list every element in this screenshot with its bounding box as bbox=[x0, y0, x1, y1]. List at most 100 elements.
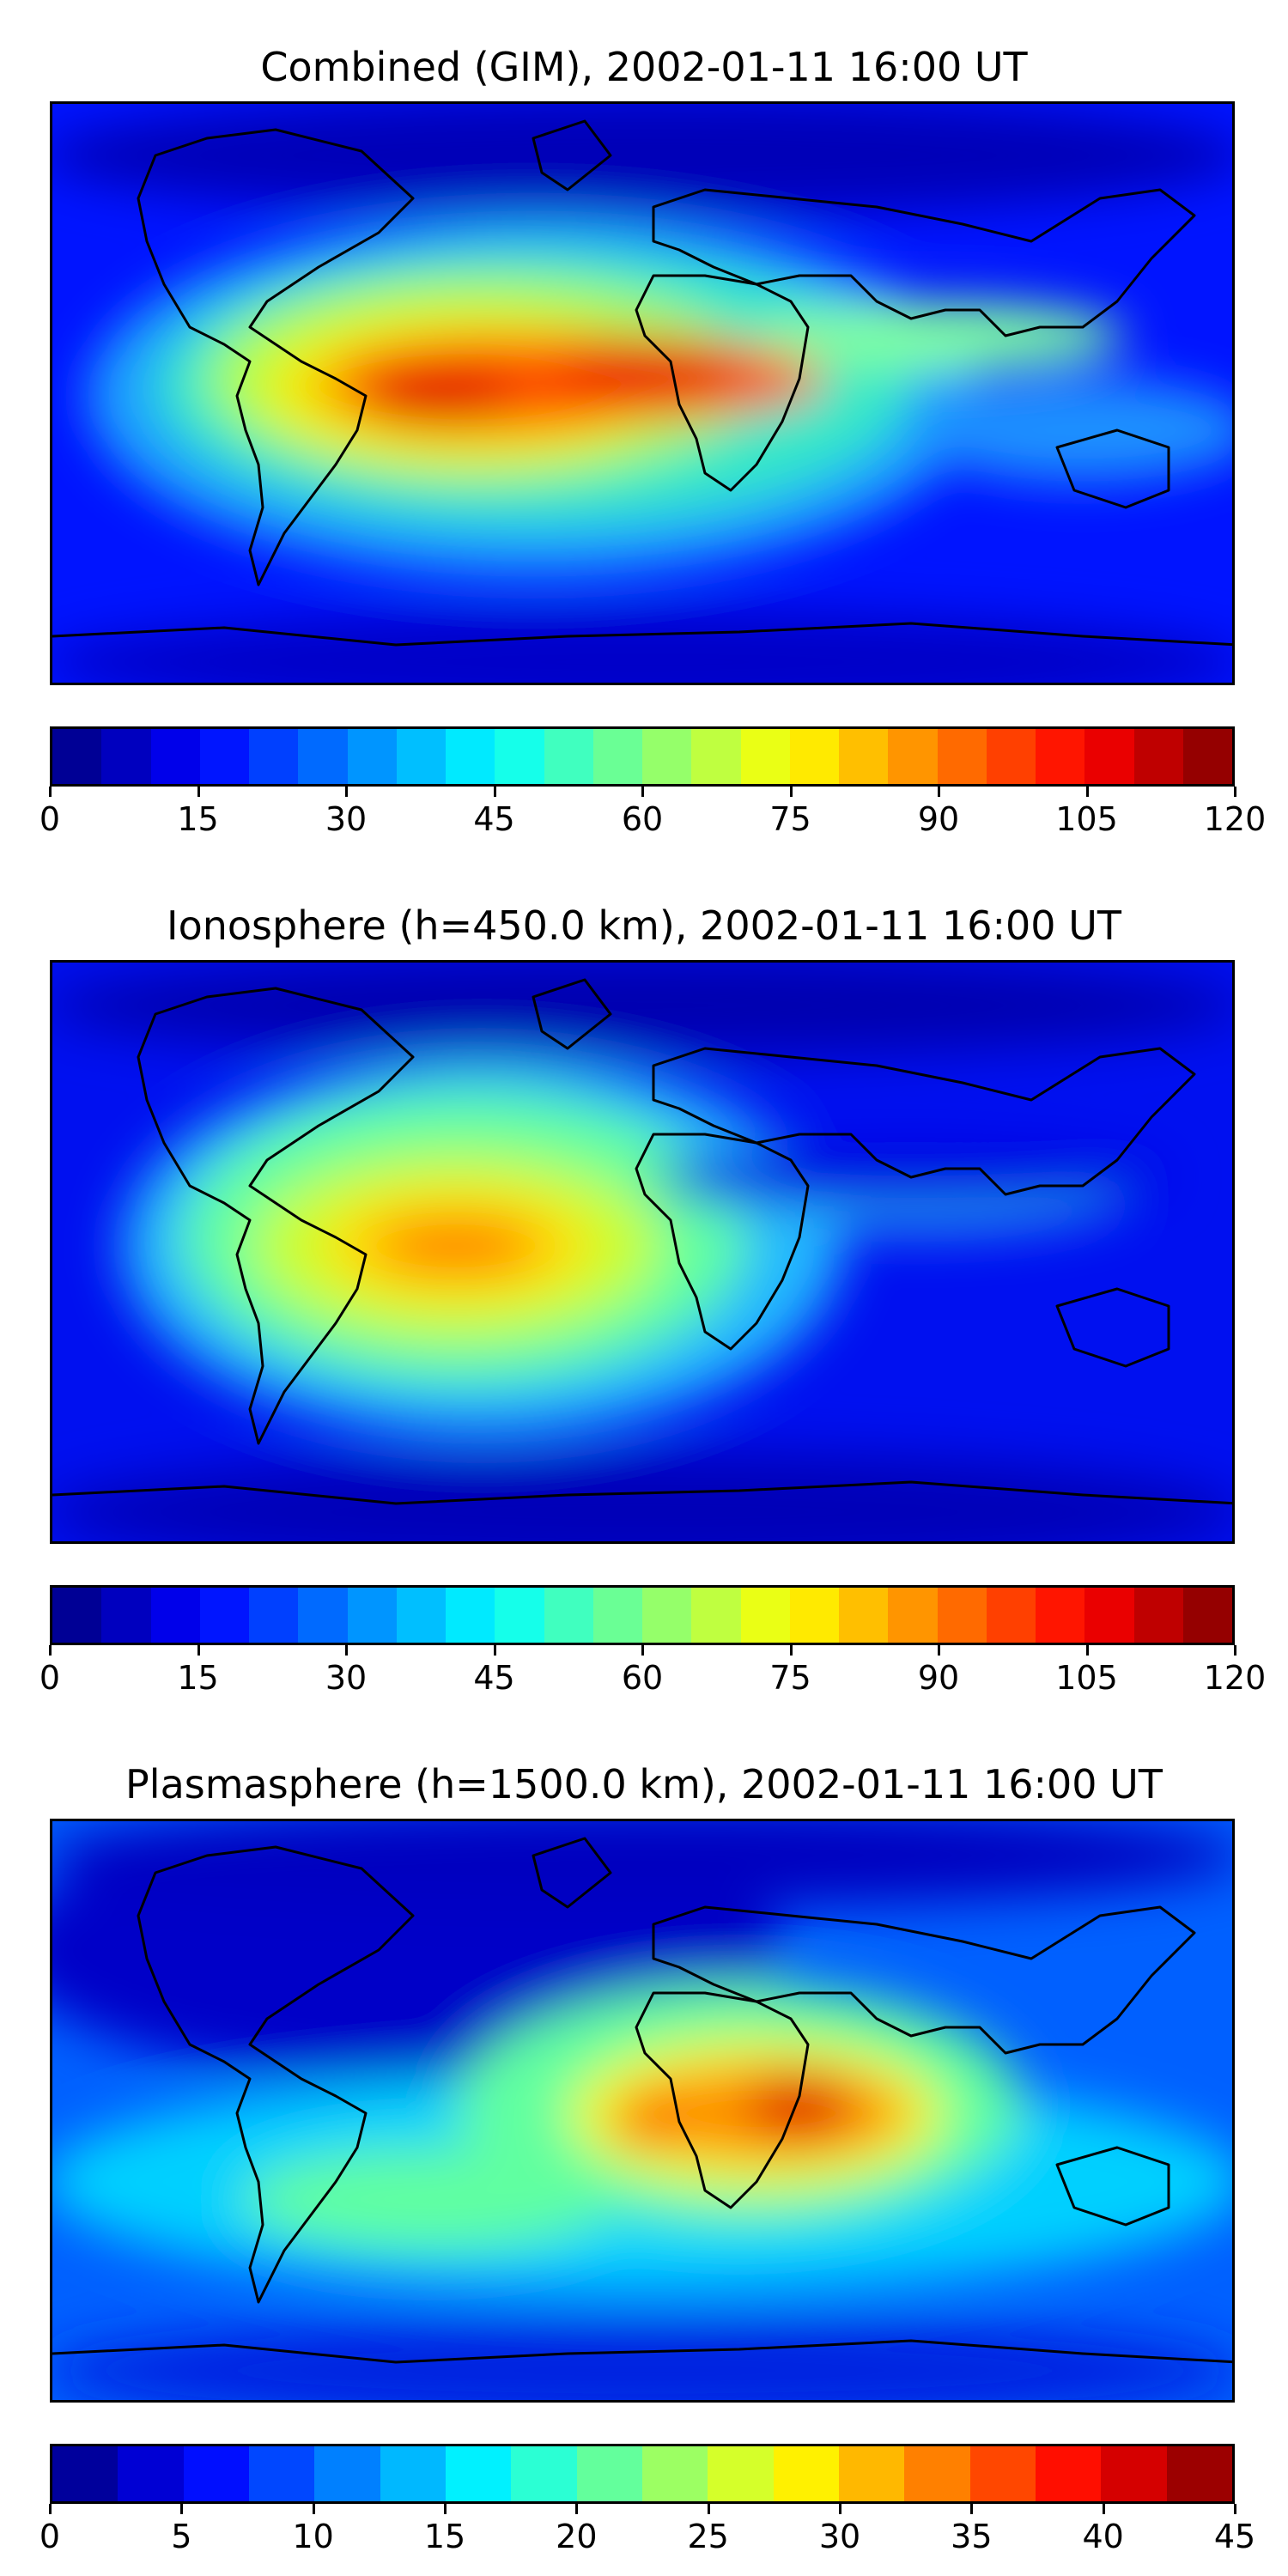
panel-3-map-svg bbox=[52, 1821, 1232, 2400]
colorbar-level-segment bbox=[1182, 729, 1232, 784]
colorbar-level-segment bbox=[511, 2446, 577, 2501]
colorbar-tick-label: 15 bbox=[177, 800, 219, 838]
colorbar-tick-mark bbox=[1102, 2504, 1105, 2514]
panel-2-map bbox=[50, 960, 1235, 1544]
colorbar-tick-label: 60 bbox=[621, 1659, 664, 1697]
colorbar-level-segment bbox=[544, 1588, 593, 1643]
colorbar-level-segment bbox=[969, 2446, 1036, 2501]
panel-3-map bbox=[50, 1819, 1235, 2403]
colorbar-tick-mark bbox=[707, 2504, 710, 2514]
colorbar-tick-mark bbox=[49, 2504, 52, 2514]
colorbar-tick-label: 35 bbox=[951, 2518, 993, 2555]
colorbar-level-segment bbox=[1182, 1588, 1232, 1643]
colorbar-tick-label: 30 bbox=[818, 2518, 861, 2555]
colorbar-level-segment bbox=[347, 729, 397, 784]
colorbar-level-segment bbox=[52, 729, 102, 784]
colorbar-tick-mark bbox=[1234, 2504, 1236, 2514]
colorbar-tick-mark bbox=[312, 2504, 315, 2514]
colorbar-level-segment bbox=[740, 729, 790, 784]
colorbar-tick-label: 30 bbox=[325, 800, 368, 838]
colorbar-tick-mark bbox=[345, 1645, 348, 1656]
colorbar-tick-mark bbox=[493, 787, 496, 797]
colorbar-tick-label: 25 bbox=[687, 2518, 729, 2555]
colorbar-level-segment bbox=[52, 2446, 118, 2501]
panel-3-title: Plasmasphere (h=1500.0 km), 2002-01-11 1… bbox=[125, 1761, 1163, 1807]
colorbar-level-segment bbox=[937, 1588, 987, 1643]
colorbar-tick-mark bbox=[1085, 1645, 1089, 1656]
colorbar-level-segment bbox=[839, 729, 889, 784]
colorbar-tick-mark bbox=[49, 787, 52, 797]
colorbar-level-segment bbox=[101, 1588, 151, 1643]
colorbar-level-segment bbox=[888, 729, 938, 784]
colorbar-level-segment bbox=[1101, 2446, 1167, 2501]
colorbar-level-segment bbox=[592, 729, 642, 784]
colorbar-tick-mark bbox=[197, 787, 200, 797]
colorbar-level-segment bbox=[789, 729, 839, 784]
panel-1-map bbox=[50, 101, 1235, 685]
colorbar-tick-label: 45 bbox=[473, 800, 515, 838]
colorbar-tick-mark bbox=[938, 787, 940, 797]
panel-1-coastlines bbox=[52, 119, 1232, 647]
colorbar-level-segment bbox=[691, 1588, 741, 1643]
panel-1-map-svg bbox=[52, 104, 1232, 683]
colorbar-tick-mark bbox=[197, 1645, 200, 1656]
colorbar-level-segment bbox=[298, 729, 348, 784]
colorbar-level-segment bbox=[347, 1588, 397, 1643]
colorbar-level-segment bbox=[986, 1588, 1036, 1643]
colorbar-tick-label: 0 bbox=[39, 2518, 61, 2555]
colorbar-level-segment bbox=[396, 729, 446, 784]
colorbar-level-segment bbox=[380, 2446, 446, 2501]
colorbar-tick-label: 105 bbox=[1055, 1659, 1118, 1697]
colorbar-tick-label: 120 bbox=[1203, 800, 1267, 838]
colorbar-tick-label: 30 bbox=[325, 1659, 368, 1697]
colorbar-tick-mark bbox=[839, 2504, 841, 2514]
panel-2-map-svg bbox=[52, 963, 1232, 1541]
colorbar-level-segment bbox=[1035, 2446, 1102, 2501]
colorbar-tick-mark bbox=[1234, 1645, 1236, 1656]
colorbar-level-segment bbox=[773, 2446, 839, 2501]
colorbar-tick-mark bbox=[1234, 787, 1236, 797]
colorbar-level-segment bbox=[1084, 729, 1134, 784]
colorbar-level-segment bbox=[101, 729, 151, 784]
colorbar-tick-mark bbox=[575, 2504, 579, 2514]
colorbar-level-segment bbox=[1084, 1588, 1134, 1643]
colorbar-level-segment bbox=[904, 2446, 970, 2501]
colorbar-tick-mark bbox=[641, 787, 644, 797]
colorbar-level-segment bbox=[642, 1588, 692, 1643]
colorbar-level-segment bbox=[691, 729, 741, 784]
colorbar-level-segment bbox=[183, 2446, 249, 2501]
colorbar-tick-mark bbox=[493, 1645, 496, 1656]
colorbar-level-segment bbox=[52, 1588, 102, 1643]
colorbar-tick-label: 0 bbox=[39, 800, 61, 838]
colorbar-tick-mark bbox=[641, 1645, 644, 1656]
panel-1-title: Combined (GIM), 2002-01-11 16:00 UT bbox=[260, 44, 1028, 90]
colorbar-tick-label: 0 bbox=[39, 1659, 61, 1697]
panel-3-colorbar bbox=[50, 2444, 1235, 2504]
panel-3-coastlines bbox=[52, 1837, 1232, 2364]
colorbar-level-segment bbox=[249, 1588, 299, 1643]
colorbar-tick-label: 45 bbox=[473, 1659, 515, 1697]
colorbar-tick-label: 60 bbox=[621, 800, 664, 838]
colorbar-tick-label: 75 bbox=[769, 800, 811, 838]
colorbar-tick-mark bbox=[444, 2504, 447, 2514]
colorbar-tick-label: 90 bbox=[917, 1659, 960, 1697]
colorbar-level-segment bbox=[576, 2446, 642, 2501]
panel-1-colorbar-ticks: 0 15 30 45 60 75 90 105 120 bbox=[39, 787, 1266, 838]
colorbar-level-segment bbox=[708, 2446, 774, 2501]
colorbar-level-segment bbox=[1036, 1588, 1085, 1643]
colorbar-level-segment bbox=[298, 1588, 348, 1643]
colorbar-level-segment bbox=[888, 1588, 938, 1643]
colorbar-tick-label: 40 bbox=[1082, 2518, 1124, 2555]
panel-2-coastlines bbox=[52, 978, 1232, 1505]
colorbar-level-segment bbox=[592, 1588, 642, 1643]
colorbar-level-segment bbox=[937, 729, 987, 784]
colorbar-level-segment bbox=[445, 2446, 512, 2501]
colorbar-tick-mark bbox=[1085, 787, 1089, 797]
colorbar-level-segment bbox=[1133, 1588, 1183, 1643]
colorbar-level-segment bbox=[1036, 729, 1085, 784]
colorbar-level-segment bbox=[544, 729, 593, 784]
colorbar-tick-label: 90 bbox=[917, 800, 960, 838]
colorbar-level-segment bbox=[314, 2446, 380, 2501]
colorbar-tick-label: 75 bbox=[769, 1659, 811, 1697]
colorbar-level-segment bbox=[446, 1588, 495, 1643]
